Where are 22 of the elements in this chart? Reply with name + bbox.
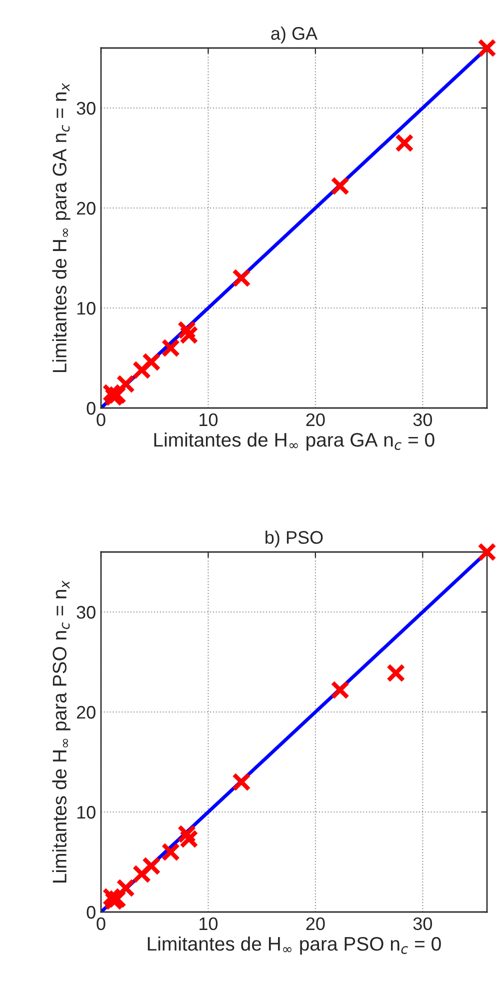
x-tick-label: 30 [413, 413, 432, 426]
y-tick-label: 30 [76, 606, 96, 619]
y-axis-title: Limitantes de H$_{∞}$ para GA n$_{c}$ = n$_{x}$ [52, 82, 70, 372]
y-tick-label: 0 [86, 402, 96, 415]
x-tick-label: 0 [96, 917, 106, 930]
x-axis-title: Limitantes de H$_{∞}$ para PSO n$_{c}$ = 0 [148, 936, 441, 955]
y-tick-label: 0 [86, 906, 96, 919]
x-tick-label: 0 [96, 413, 106, 426]
x-tick-label: 10 [200, 413, 218, 426]
chart-title: b) PSO [266, 530, 323, 548]
x-tick-label: 10 [200, 917, 218, 930]
y-tick-label: 20 [76, 202, 96, 215]
y-tick-label: 20 [76, 706, 96, 719]
x-tick-label: 20 [306, 413, 325, 426]
y-tick-label: 10 [77, 302, 96, 315]
y-tick-label: 30 [76, 102, 96, 115]
y-axis-title: Limitantes de H$_{∞}$ para PSO n$_{c}$ = n$_{x}$ [52, 580, 70, 882]
y-tick-label: 10 [77, 806, 96, 819]
x-tick-label: 30 [413, 917, 432, 930]
x-tick-label: 20 [306, 917, 325, 930]
x-axis-title: Limitantes de H$_{∞}$ para GA n$_{c}$ = 0 [154, 432, 434, 451]
chart-title: a) GA [271, 26, 318, 44]
